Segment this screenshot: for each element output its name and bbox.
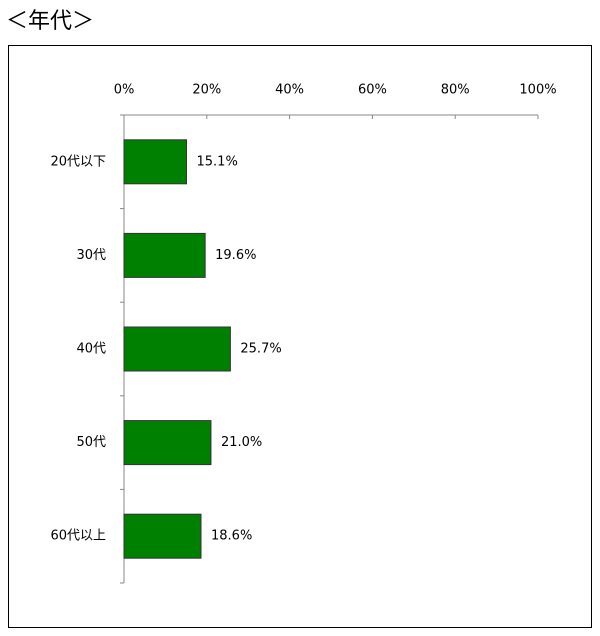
x-tick-label: 100% xyxy=(519,83,556,98)
y-tick-label: 40代 xyxy=(76,342,106,357)
data-label: 15.1% xyxy=(197,154,238,169)
bar xyxy=(123,139,188,185)
data-label: 21.0% xyxy=(221,435,262,450)
x-tick-label: 0% xyxy=(114,83,135,98)
bar xyxy=(123,232,206,278)
x-tick-label: 40% xyxy=(275,83,304,98)
bar xyxy=(123,513,202,559)
y-tick-label: 30代 xyxy=(76,248,106,263)
data-label: 19.6% xyxy=(215,248,256,263)
bar xyxy=(123,326,231,372)
x-tick-label: 20% xyxy=(192,83,221,98)
x-tick-label: 80% xyxy=(441,83,470,98)
y-tick-label: 50代 xyxy=(76,435,106,450)
chart-frame xyxy=(8,45,592,628)
y-tick-label: 60代以上 xyxy=(50,529,106,544)
chart-title: ＜年代＞ xyxy=(6,9,94,34)
x-tick-label: 60% xyxy=(358,83,387,98)
data-label: 18.6% xyxy=(211,529,252,544)
y-tick-label: 20代以下 xyxy=(50,154,106,169)
bar xyxy=(123,420,212,466)
data-label: 25.7% xyxy=(240,342,281,357)
